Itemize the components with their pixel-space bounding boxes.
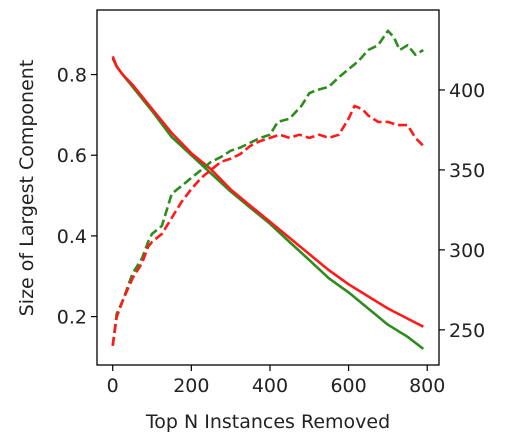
x-tick-label: 400 — [252, 375, 288, 397]
plot-frame — [96, 9, 440, 366]
x-axis-label: Top N Instances Removed — [145, 411, 390, 433]
x-tick-label: 600 — [330, 375, 366, 397]
y-ticks-right: 250 300 350 400 — [439, 80, 485, 342]
x-tick-label: 200 — [173, 375, 209, 397]
y-tick-label-left: 0.6 — [57, 145, 87, 167]
x-tick-label: 0 — [107, 375, 119, 397]
series-line-left-solid-0 — [111, 57, 425, 350]
x-ticks: 0 200 400 600 800 — [107, 365, 445, 397]
y-axis-label: Size of Largest Component — [16, 60, 38, 317]
y-tick-label-right: 350 — [449, 160, 485, 182]
x-tick-label: 800 — [409, 375, 445, 397]
y-tick-label-left: 0.8 — [57, 65, 87, 87]
series-line-left-solid-1 — [111, 55, 424, 328]
y-tick-label-left: 0.4 — [57, 226, 87, 248]
y-tick-label-right: 250 — [449, 320, 485, 342]
y-tick-label-right: 400 — [449, 80, 485, 102]
series-line-right-dashed-2 — [111, 29, 424, 346]
series-line-right-dashed-3 — [111, 104, 425, 346]
y-tick-label-left: 0.2 — [57, 307, 87, 329]
series-layer — [111, 29, 425, 350]
y-ticks-left: 0.2 0.4 0.6 0.8 — [57, 65, 97, 329]
y-tick-label-right: 300 — [449, 240, 485, 262]
